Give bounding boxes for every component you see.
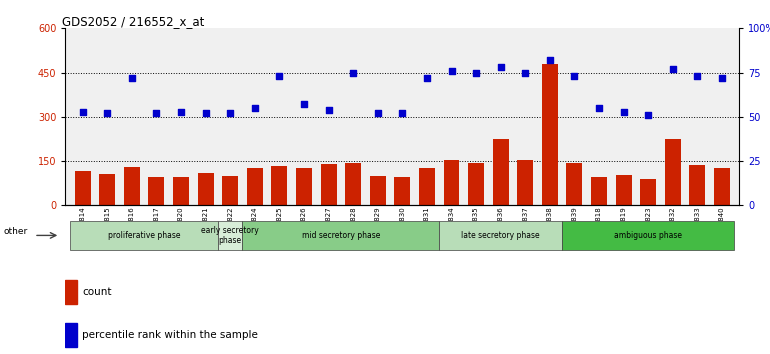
Bar (124, 167, 140, 205)
Point (76, 109, 89, 114)
Text: proliferative phase: proliferative phase (108, 231, 180, 240)
Bar (562, 221, 735, 250)
Point (397, 110, 409, 116)
Point (470, 70, 482, 75)
Point (716, 75, 728, 81)
Point (298, 102, 310, 107)
Bar (394, 177, 410, 205)
Bar (173, 177, 189, 205)
Bar (149, 177, 165, 205)
Point (568, 73, 581, 79)
Point (642, 112, 654, 118)
Bar (714, 169, 730, 205)
Point (667, 66, 679, 72)
Bar (296, 169, 312, 205)
Bar (223, 176, 238, 205)
Bar (616, 175, 631, 205)
Point (593, 105, 605, 111)
Bar (640, 179, 656, 205)
Bar (75, 171, 91, 205)
Bar (493, 139, 509, 205)
Bar (567, 162, 582, 205)
Bar (65, 280, 77, 304)
Point (544, 57, 556, 63)
Bar (665, 139, 681, 205)
Text: count: count (82, 287, 112, 297)
Bar (591, 177, 607, 205)
Bar (444, 160, 460, 205)
Bar (247, 169, 263, 205)
Bar (243, 221, 439, 250)
Point (347, 70, 360, 75)
Bar (218, 221, 243, 250)
Point (618, 109, 630, 114)
Bar (99, 175, 116, 205)
Point (323, 107, 335, 113)
Point (420, 75, 433, 81)
Bar (198, 173, 213, 205)
Bar (345, 162, 361, 205)
Text: early secretory
phase: early secretory phase (201, 226, 259, 245)
Point (691, 73, 704, 79)
Text: percentile rank within the sample: percentile rank within the sample (82, 330, 258, 340)
Point (519, 70, 531, 75)
Text: ambiguous phase: ambiguous phase (614, 231, 682, 240)
Bar (65, 323, 77, 347)
Bar (689, 166, 705, 205)
Point (224, 110, 236, 116)
Point (150, 110, 162, 116)
Bar (419, 169, 435, 205)
Point (249, 105, 261, 111)
Point (494, 64, 507, 70)
Bar (320, 164, 336, 205)
Bar (517, 160, 534, 205)
Point (445, 68, 457, 74)
Bar (370, 176, 386, 205)
Text: late secretory phase: late secretory phase (461, 231, 540, 240)
Point (175, 109, 187, 114)
Point (101, 110, 113, 116)
Bar (70, 221, 218, 250)
Text: GDS2052 / 216552_x_at: GDS2052 / 216552_x_at (62, 15, 205, 28)
Bar (542, 64, 557, 205)
Text: mid secretory phase: mid secretory phase (302, 231, 380, 240)
Text: other: other (3, 227, 28, 236)
Bar (468, 162, 484, 205)
Point (199, 110, 212, 116)
Bar (271, 166, 287, 205)
Bar (439, 221, 562, 250)
Point (126, 75, 138, 81)
Point (273, 73, 286, 79)
Point (372, 110, 384, 116)
